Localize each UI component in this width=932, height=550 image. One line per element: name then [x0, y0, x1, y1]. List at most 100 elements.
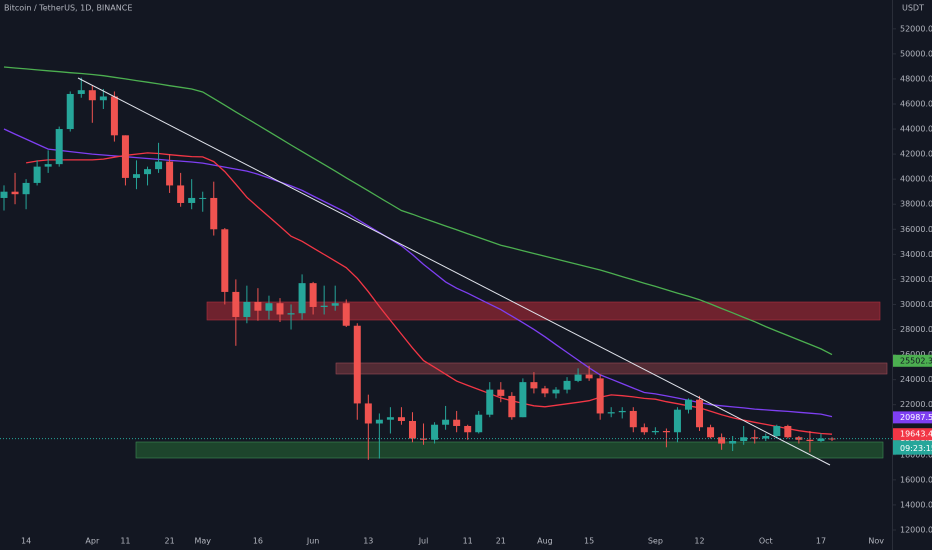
chart-title: Bitcoin / TetherUS, 1D, BINANCE — [4, 4, 132, 13]
y-tick-label: 34000.00 — [900, 250, 932, 259]
candle-body — [177, 185, 185, 203]
y-tick-label: 48000.00 — [900, 74, 932, 83]
candle-body — [121, 135, 129, 178]
candle-body — [110, 96, 118, 136]
y-tick-label: 28000.00 — [900, 325, 932, 334]
y-tick-label: 50000.00 — [900, 49, 932, 58]
candle-body — [563, 380, 571, 390]
price-label: 25502.37 — [900, 356, 932, 365]
x-tick-label: 15 — [584, 537, 594, 546]
candle-body — [44, 164, 52, 167]
candle-body — [342, 303, 350, 326]
candle-body — [453, 419, 461, 426]
candle-body — [696, 399, 704, 428]
x-tick-label: Aug — [537, 537, 553, 546]
candle-body — [22, 182, 30, 195]
candle-body — [486, 389, 494, 415]
price-label: 20987.58 — [900, 413, 932, 422]
candle-body — [232, 291, 240, 317]
y-tick-label: 12000.00 — [900, 525, 932, 534]
trendline — [77, 77, 831, 466]
candle-body — [66, 93, 74, 130]
candle-body — [99, 96, 107, 101]
price-label-box — [893, 354, 932, 367]
candle-body — [11, 191, 19, 195]
candle-body — [166, 161, 174, 186]
y-tick-label: 44000.00 — [900, 125, 932, 134]
candle-body — [806, 439, 814, 442]
support-zone — [135, 441, 884, 459]
candle-body — [464, 425, 472, 433]
x-tick-label: 14 — [21, 537, 31, 546]
candle-body — [77, 90, 85, 94]
price-label: 19643.41 — [900, 430, 932, 439]
candle-body — [684, 399, 692, 410]
candle-body — [408, 420, 416, 439]
x-tick-label: 21 — [496, 537, 506, 546]
y-tick-label: 32000.00 — [900, 275, 932, 284]
x-tick-label: Apr — [85, 537, 100, 546]
y-tick-label: 42000.00 — [900, 150, 932, 159]
x-tick-label: Nov — [868, 537, 884, 546]
candle-body — [784, 425, 792, 438]
candle-body — [475, 414, 483, 433]
x-tick-label: 11 — [463, 537, 473, 546]
candle-body — [88, 90, 96, 101]
candle-body — [132, 174, 140, 178]
resistance-zone — [335, 362, 888, 375]
candle-body — [442, 419, 450, 425]
y-tick-label: 52000.00 — [900, 24, 932, 33]
candle-body — [188, 197, 196, 203]
y-tick-label: 38000.00 — [900, 200, 932, 209]
x-tick-label: Sep — [648, 537, 663, 546]
x-tick-label: 16 — [253, 537, 263, 546]
candle-body — [519, 382, 527, 418]
candle-body — [431, 424, 439, 440]
candle-body — [243, 301, 251, 317]
candle-body — [817, 438, 825, 442]
candle-body — [353, 325, 361, 404]
candle-body — [530, 382, 538, 389]
x-tick-label: Jul — [418, 537, 429, 546]
candle-body — [265, 303, 273, 311]
candle-body — [629, 410, 637, 428]
candle-body — [751, 437, 759, 439]
resistance-zone — [206, 301, 881, 321]
candle-body — [210, 197, 218, 230]
candle-body — [707, 427, 715, 438]
candle-body — [386, 417, 394, 420]
candle-body — [651, 430, 659, 433]
candle-body — [673, 409, 681, 433]
x-tick-label: Oct — [759, 537, 773, 546]
candle-body — [541, 388, 549, 394]
candle-body — [762, 436, 770, 439]
candle-body — [596, 378, 604, 414]
y-tick-label: 24000.00 — [900, 375, 932, 384]
moving-average-line — [3, 128, 833, 418]
candle-body — [320, 305, 328, 307]
candle-body — [618, 410, 626, 413]
moving-average-line — [3, 66, 833, 356]
candle-body — [199, 197, 207, 199]
candle-body — [298, 283, 306, 314]
y-tick-label: 26000.00 — [900, 350, 932, 359]
candle-body — [508, 395, 516, 418]
price-label-box — [893, 428, 932, 441]
candle-body — [33, 166, 41, 183]
candle-body — [55, 129, 63, 165]
y-tick-label: 46000.00 — [900, 99, 932, 108]
candle-body — [397, 417, 405, 421]
x-tick-label: 21 — [165, 537, 175, 546]
y-tick-label: 16000.00 — [900, 475, 932, 484]
candle-body — [740, 437, 748, 442]
countdown-label: 09:23:15 — [900, 444, 932, 453]
y-tick-label: 30000.00 — [900, 300, 932, 309]
price-label-box — [893, 411, 932, 424]
y-tick-label: 40000.00 — [900, 175, 932, 184]
candle-body — [607, 412, 615, 414]
x-tick-label: May — [194, 537, 211, 546]
candle-body — [254, 301, 262, 311]
candle-body — [585, 374, 593, 379]
